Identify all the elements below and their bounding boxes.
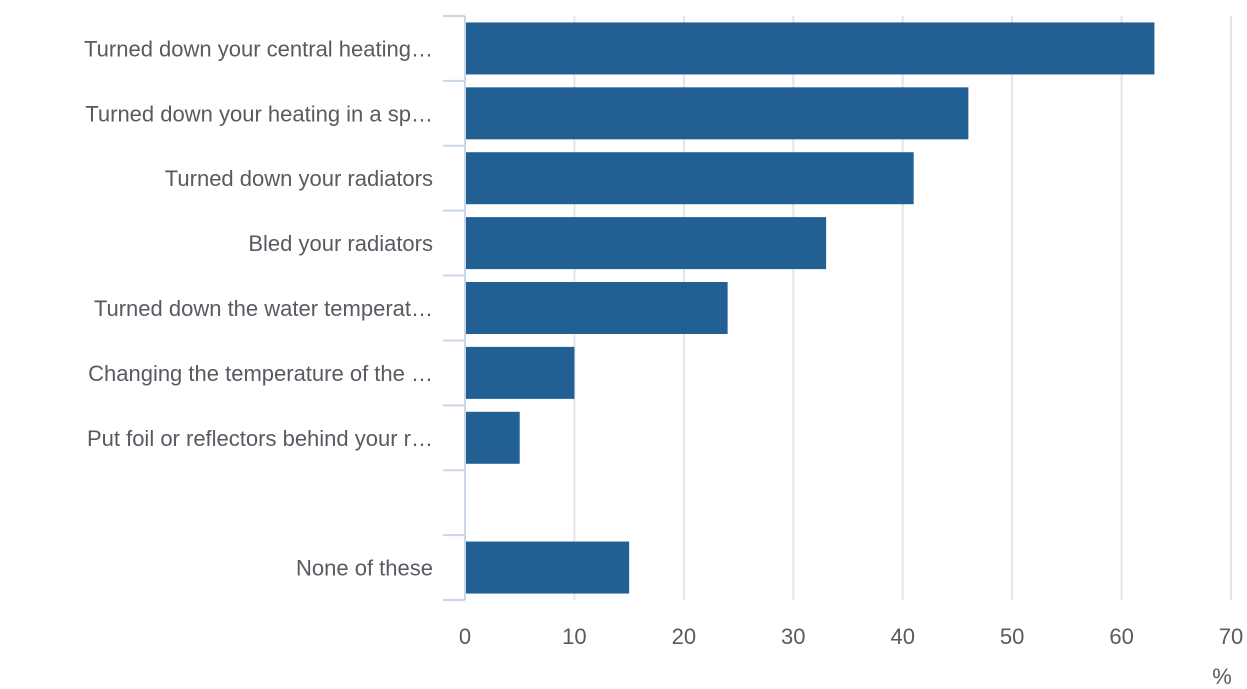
- bar: [466, 217, 827, 270]
- bar: [466, 152, 914, 205]
- category-label: Changing the temperature of the …: [88, 361, 433, 386]
- x-tick-label: 40: [890, 624, 914, 649]
- category-label: Bled your radiators: [248, 231, 433, 256]
- category-ticks: [443, 15, 465, 601]
- bar: [466, 22, 1155, 75]
- category-label: Turned down the water temperat…: [94, 296, 433, 321]
- bar: [466, 282, 728, 334]
- category-label: None of these: [296, 556, 433, 581]
- category-labels: Turned down your central heating… Turned …: [84, 36, 433, 580]
- x-tick-label: 10: [562, 624, 586, 649]
- x-tick-label: 20: [672, 624, 696, 649]
- category-label: Put foil or reflectors behind your r…: [87, 426, 433, 451]
- category-label: Turned down your heating in a sp…: [85, 101, 433, 126]
- x-axis-unit-label: %: [1212, 664, 1232, 689]
- bar: [466, 541, 630, 594]
- category-label: Turned down your radiators: [165, 166, 433, 191]
- category-label: Turned down your central heating…: [84, 36, 433, 61]
- x-axis-tick-labels: 0 10 20 30 40 50 60 70: [459, 624, 1243, 649]
- x-tick-label: 60: [1109, 624, 1133, 649]
- bars: [466, 22, 1155, 594]
- x-tick-label: 50: [1000, 624, 1024, 649]
- bar: [466, 87, 969, 140]
- x-tick-label: 70: [1219, 624, 1243, 649]
- bar: [466, 411, 520, 464]
- bar: [466, 346, 575, 399]
- x-tick-label: 30: [781, 624, 805, 649]
- x-tick-label: 0: [459, 624, 471, 649]
